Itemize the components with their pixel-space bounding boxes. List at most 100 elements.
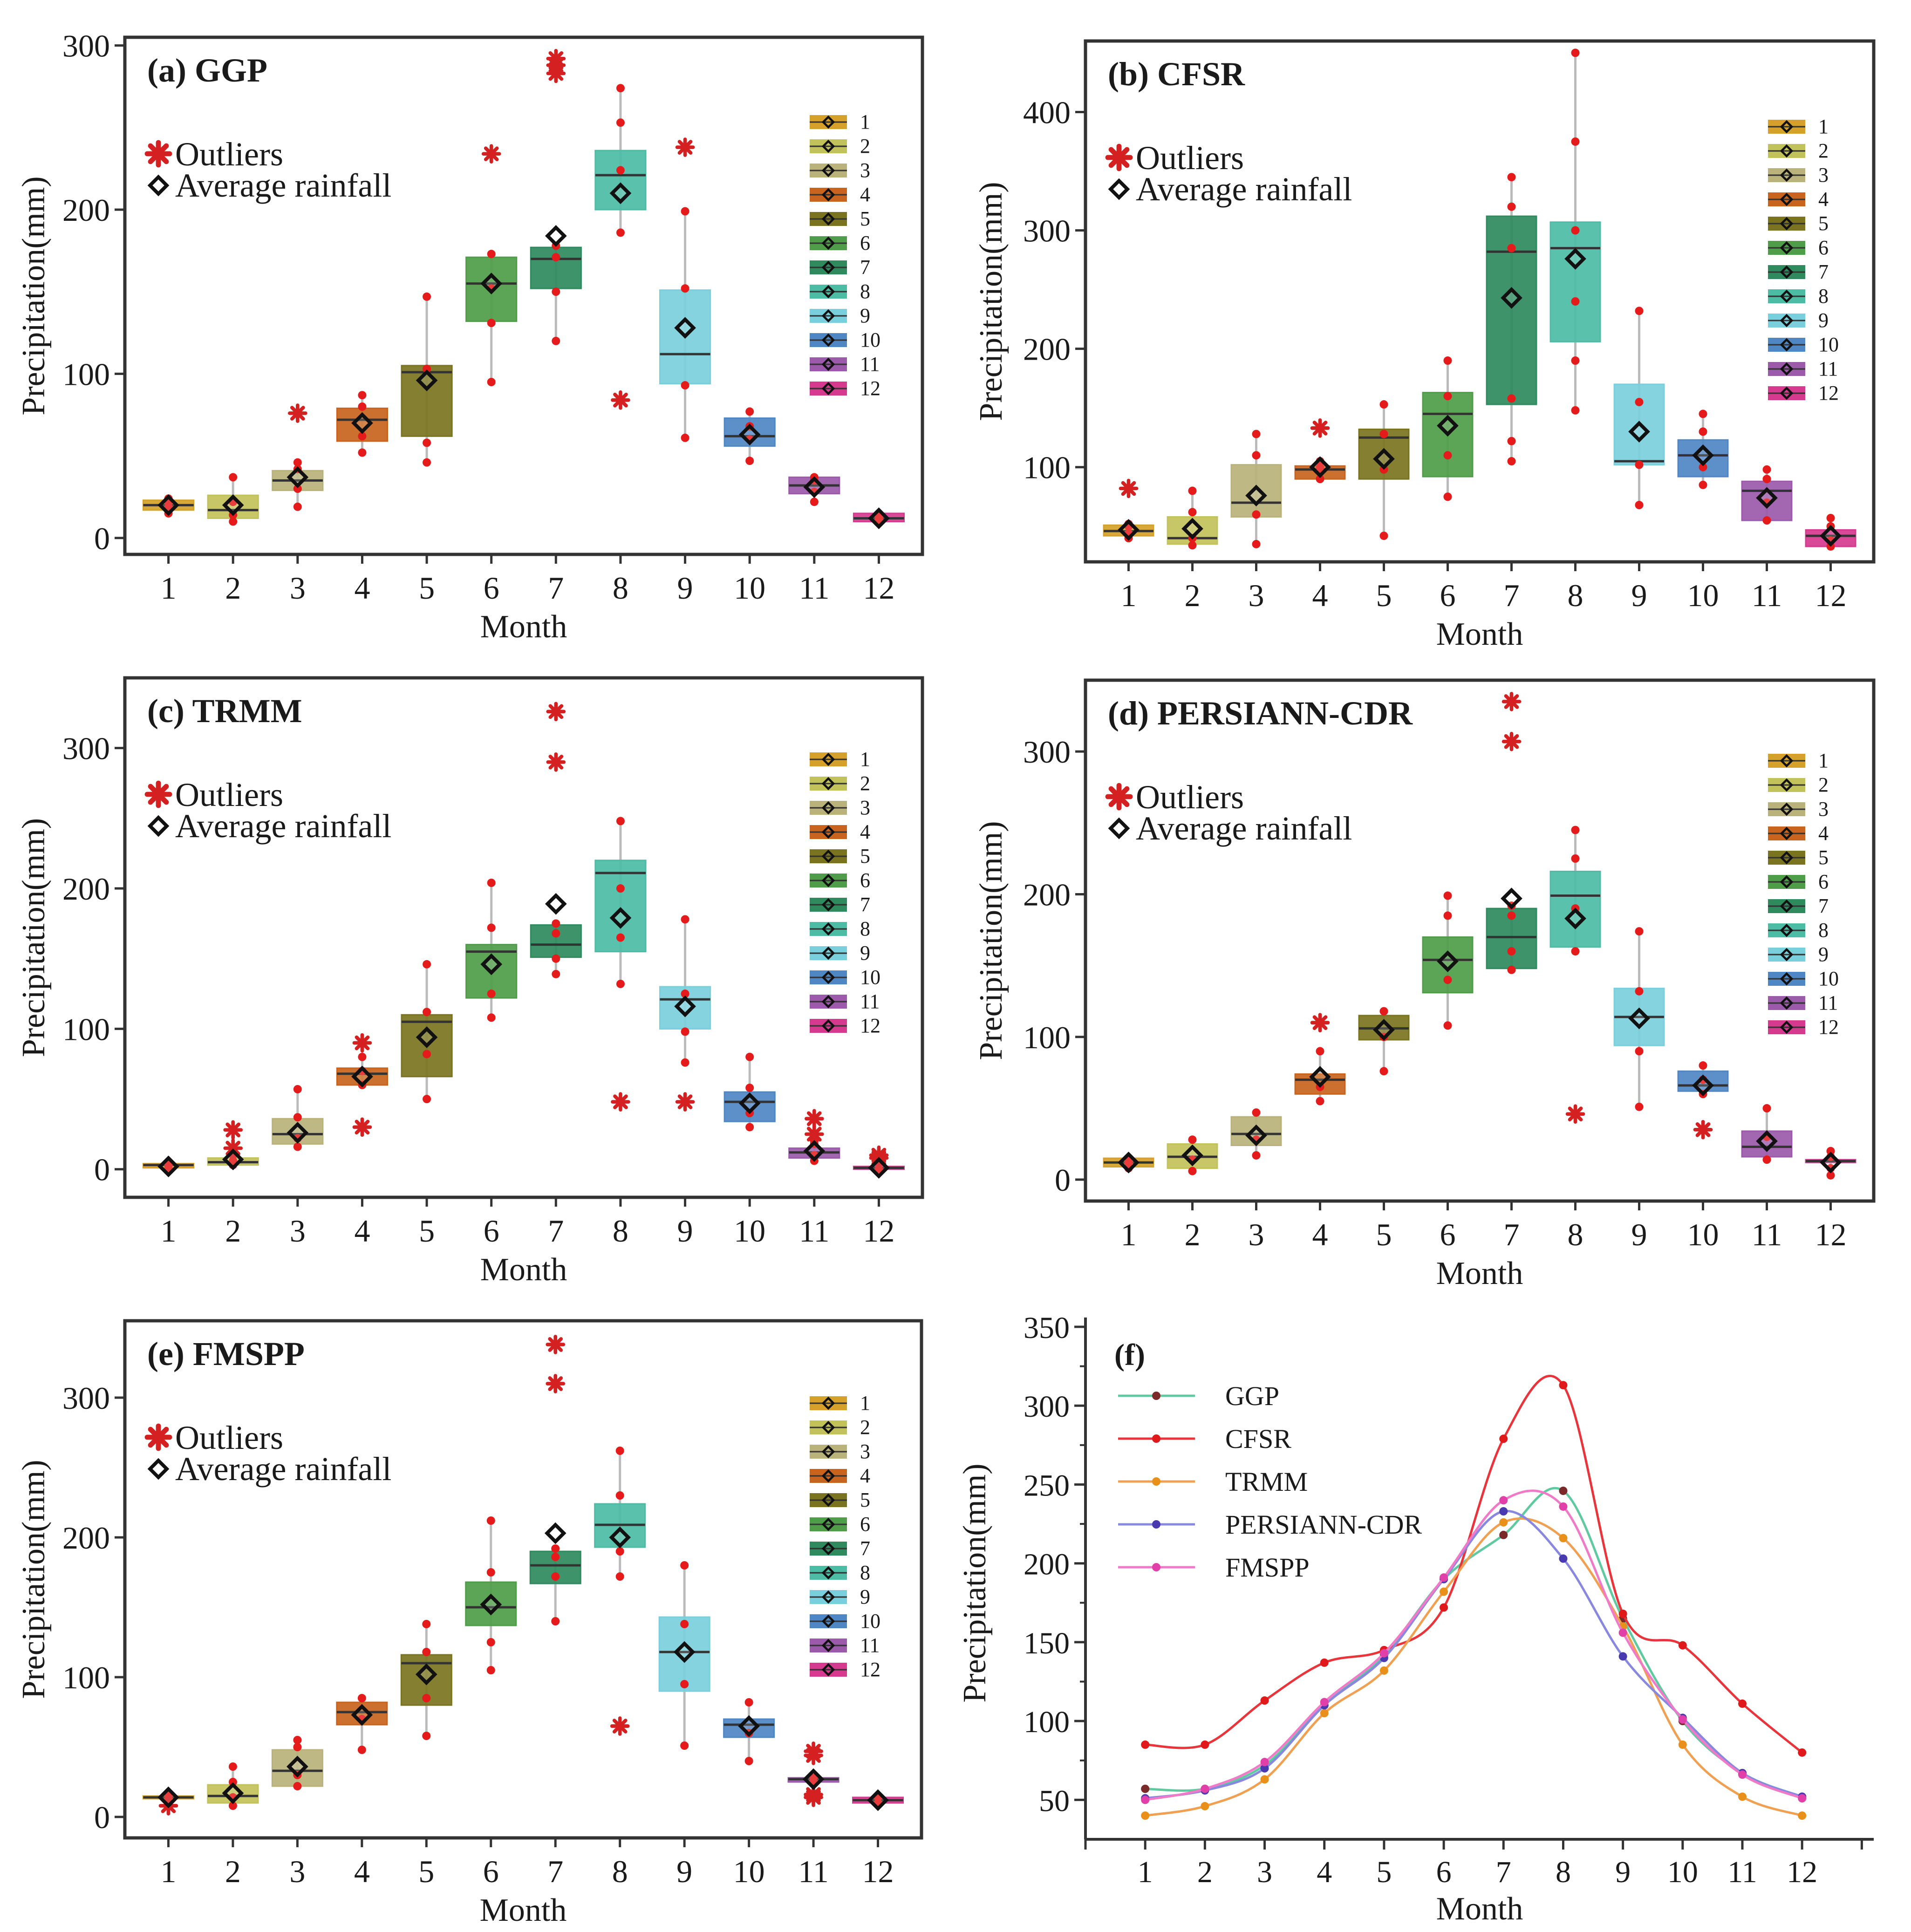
series-marker: [1201, 1802, 1209, 1810]
x-tick-label: 2: [1197, 1855, 1213, 1889]
series-marker: [1260, 1758, 1269, 1767]
y-tick-label: 100: [1024, 1705, 1070, 1739]
panel-title: (f): [1114, 1338, 1145, 1372]
data-point: [1571, 826, 1580, 834]
data-point: [423, 458, 431, 467]
legend-label: 7: [1818, 260, 1829, 283]
data-point: [1188, 1167, 1197, 1175]
y-tick-label: 300: [1023, 734, 1071, 770]
mean-marker: [545, 893, 567, 915]
data-point: [1507, 173, 1516, 182]
data-point: [293, 1113, 302, 1122]
series-marker: [1678, 1641, 1687, 1650]
data-point: [551, 1544, 560, 1553]
legend-item: 8: [810, 917, 870, 940]
legend-item: 2: [810, 772, 870, 795]
data-point: [1316, 1097, 1324, 1106]
legend-swatch-diamond-icon: [821, 874, 835, 887]
legend-swatch-diamond-icon: [821, 115, 835, 129]
legend-marker: [1152, 1434, 1160, 1443]
legend-label: 9: [1818, 943, 1829, 966]
x-tick-label: 8: [613, 1213, 628, 1249]
legend-label: 6: [860, 1513, 870, 1536]
legend-item: 5: [810, 845, 870, 867]
legend-marker: [1152, 1477, 1160, 1486]
x-tick-label: 11: [1752, 578, 1782, 613]
legend-label: 2: [860, 772, 870, 795]
outlier-marker: [611, 1092, 630, 1112]
legend-label: FMSPP: [1225, 1552, 1310, 1583]
y-tick-label: 300: [62, 28, 110, 64]
legend-swatch-diamond-icon: [1780, 875, 1794, 889]
legend-swatch-diamond-icon: [821, 801, 835, 815]
x-tick-label: 5: [418, 1854, 434, 1889]
legend-swatch-diamond-icon: [1780, 802, 1794, 816]
y-tick-label: 300: [62, 1380, 110, 1416]
legend-swatch-diamond-icon: [821, 1019, 835, 1033]
legend-swatch-diamond-icon: [821, 898, 835, 912]
x-tick-label: 4: [354, 1854, 370, 1889]
series-marker: [1499, 1530, 1508, 1539]
mean-marker: [287, 466, 309, 488]
mean-marker: [545, 225, 567, 247]
legend-item: 5: [1768, 846, 1829, 869]
data-point: [1699, 427, 1707, 436]
y-tick-label: 150: [1024, 1626, 1070, 1660]
y-tick-label: 0: [1055, 1162, 1071, 1198]
x-tick-label: 10: [1667, 1855, 1698, 1889]
data-point: [228, 1778, 237, 1786]
mean-marker: [803, 1140, 826, 1162]
x-tick-label: 9: [676, 1854, 692, 1889]
mean-marker: [1437, 950, 1459, 972]
x-tick-label: 8: [613, 570, 628, 606]
mean-marker: [738, 1092, 761, 1114]
data-point: [681, 1027, 689, 1036]
box-month-11: [1741, 465, 1793, 525]
legend-label: 2: [860, 1416, 870, 1439]
series-marker: [1678, 1740, 1687, 1749]
legend-label: 1: [860, 1392, 870, 1414]
box-month-2: [207, 1762, 259, 1810]
legend-marker: [1152, 1563, 1160, 1571]
data-point: [1762, 1104, 1771, 1113]
panel-title: (e) FMSPP: [147, 1335, 305, 1372]
legend-swatch-diamond-icon: [821, 1445, 835, 1459]
data-point: [358, 1052, 367, 1061]
x-tick-label: 9: [1615, 1855, 1631, 1889]
series-marker: [1260, 1764, 1269, 1773]
data-point: [615, 1447, 624, 1455]
mean-marker: [416, 1026, 438, 1048]
x-tick-label: 6: [1440, 1217, 1455, 1252]
legend-item: 5: [1768, 212, 1829, 235]
legend-swatch-diamond-icon: [1780, 996, 1794, 1010]
legend-label: 10: [1818, 967, 1839, 990]
legend-label: 4: [860, 820, 870, 843]
data-point: [487, 1013, 496, 1022]
box: [658, 1616, 710, 1692]
x-axis-label: Month: [480, 609, 567, 645]
legend-item: 5: [810, 207, 870, 230]
box: [659, 986, 711, 1030]
box-month-3: [271, 1736, 323, 1790]
y-tick-label: 100: [1023, 450, 1071, 485]
series-marker: [1379, 1666, 1388, 1675]
legend-item: 8: [810, 280, 870, 303]
data-point: [422, 1648, 431, 1656]
data-point: [680, 1620, 689, 1628]
x-tick-label: 1: [1120, 1217, 1136, 1252]
mean-marker: [609, 1526, 631, 1549]
y-axis-label: Precipitation(mm): [16, 176, 52, 415]
legend-item: 4: [1768, 822, 1829, 845]
x-tick-label: 7: [1496, 1855, 1511, 1889]
data-point: [745, 407, 754, 416]
outlier-marker: [481, 144, 501, 164]
x-tick-label: 4: [1312, 578, 1328, 613]
data-point: [616, 84, 625, 93]
data-point: [1571, 137, 1580, 146]
x-tick-label: 11: [1727, 1855, 1757, 1889]
series-marker: [1678, 1715, 1687, 1724]
legend-swatch-diamond-icon: [1780, 1020, 1794, 1034]
legend-item: 12: [810, 1014, 880, 1037]
